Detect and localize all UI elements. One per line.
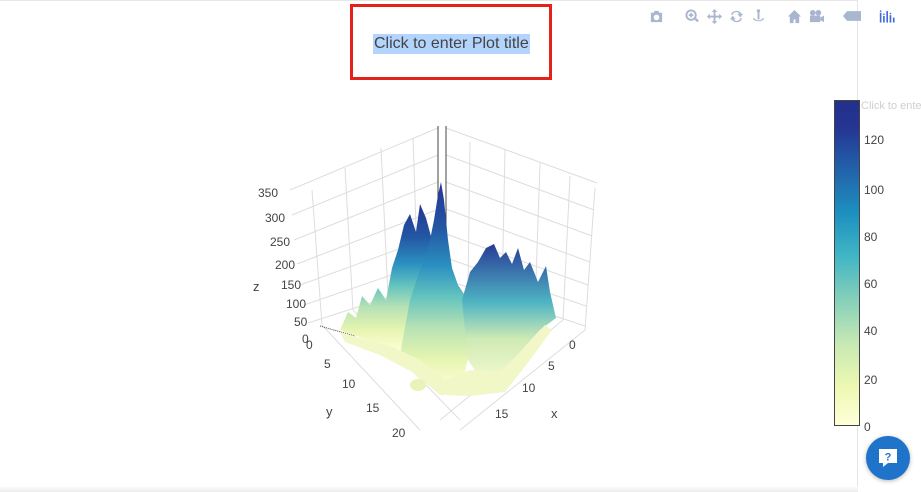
z-tick-350: 350 [258, 186, 278, 200]
colorbar-tick-120: 120 [864, 133, 885, 147]
z-axis-title: z [253, 279, 260, 294]
grid-lines [289, 127, 598, 431]
colorbar-tick-80: 80 [864, 230, 878, 244]
colorbar-tick-40: 40 [864, 324, 878, 338]
z-tick-200: 200 [275, 258, 295, 272]
z-axis: 350 300 250 200 150 100 50 0 z [253, 186, 309, 346]
y-tick-0: 0 [306, 338, 313, 352]
svg-text:?: ? [885, 452, 892, 464]
x-tick-5: 5 [548, 359, 555, 373]
colorbar-tick-100: 100 [864, 183, 885, 197]
orbit-icon[interactable] [727, 7, 745, 25]
surface-center-peak [400, 182, 472, 390]
z-tick-100: 100 [286, 297, 306, 311]
zoom-icon[interactable] [683, 7, 701, 25]
surface-right-ridges [462, 244, 556, 390]
surface-blob [410, 379, 426, 391]
y-tick-20: 20 [392, 426, 406, 440]
surface-scene[interactable]: 350 300 250 200 150 100 50 0 z 0 5 10 15… [0, 0, 860, 492]
pan-icon[interactable] [705, 7, 723, 25]
x-tick-0: 0 [569, 338, 576, 352]
colorbar-title[interactable]: Click to enter [861, 100, 921, 112]
z-tick-300: 300 [265, 211, 285, 225]
help-chat-button[interactable]: ? [866, 436, 910, 480]
camera-icon[interactable] [647, 7, 665, 25]
x-tick-15: 15 [495, 407, 509, 421]
x-axis: 0 5 10 15 x [495, 338, 576, 421]
y-tick-15: 15 [366, 401, 380, 415]
plotly-logo-icon[interactable] [879, 7, 897, 25]
y-tick-10: 10 [342, 377, 356, 391]
camera-view-icon[interactable] [807, 7, 825, 25]
surface[interactable] [340, 182, 556, 396]
z-tick-250: 250 [270, 235, 290, 249]
home-icon[interactable] [785, 7, 803, 25]
x-axis-title: x [551, 406, 558, 421]
y-axis-title: y [326, 404, 333, 419]
colorbar[interactable] [834, 100, 860, 426]
x-tick-10: 10 [522, 381, 536, 395]
help-question-icon: ? [879, 449, 897, 467]
colorbar-tick-20: 20 [864, 373, 878, 387]
bottom-shadow [0, 486, 858, 492]
y-axis: 0 5 10 15 20 y [306, 338, 406, 440]
hover-toggle-icon[interactable] [843, 7, 861, 25]
colorbar-tick-60: 60 [864, 277, 878, 291]
plot-title[interactable]: Click to enter Plot title [373, 34, 530, 54]
z-tick-150: 150 [281, 278, 301, 292]
turntable-icon[interactable] [749, 7, 767, 25]
modebar [631, 6, 899, 26]
surface-base [340, 325, 552, 396]
y-tick-5: 5 [324, 357, 331, 371]
z-tick-0: 0 [302, 332, 309, 346]
title-highlight-box [350, 4, 552, 80]
z-tick-50: 50 [294, 315, 308, 329]
colorbar-tick-0: 0 [864, 420, 871, 434]
